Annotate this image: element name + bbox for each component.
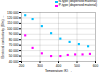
svg-text:Electrical conductivity (S/m): Electrical conductivity (S/m) → [1,15,5,58]
svg-text:600: 600 [93,64,99,68]
svg-text:120 000: 120 000 [7,16,19,20]
svg-text:500: 500 [74,64,80,68]
html-text:N-type (dispersed material): N-type (dispersed material) [58,0,97,4]
svg-text:50 000: 50 000 [9,54,19,58]
svg-text:300: 300 [37,64,43,68]
svg-text:400: 400 [56,64,62,68]
svg-text:110 000: 110 000 [7,21,19,25]
svg-text:60 000: 60 000 [9,49,19,53]
svg-text:130 000: 130 000 [7,11,19,15]
svg-text:90 000: 90 000 [9,32,19,36]
html-text:P-type (dispersed material): P-type (dispersed material) [58,3,97,7]
svg-text:Temperature (K) →: Temperature (K) → [45,69,72,72]
svg-text:70 000: 70 000 [9,43,19,47]
svg-text:80 000: 80 000 [9,38,19,42]
svg-text:200: 200 [19,64,25,68]
svg-text:40 000: 40 000 [9,60,19,64]
svg-text:100 000: 100 000 [7,27,19,31]
